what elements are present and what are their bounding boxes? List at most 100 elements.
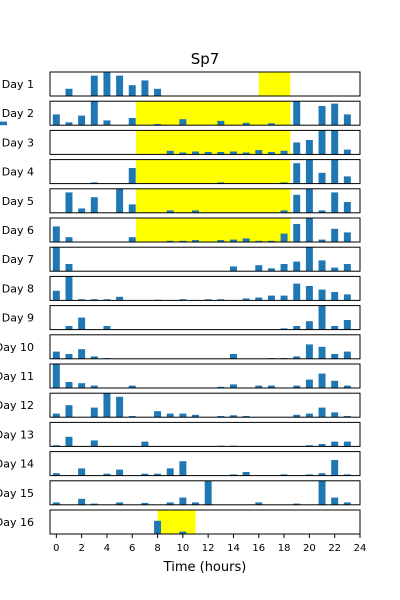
panel-frame (49, 129, 361, 155)
highlight-band (157, 510, 196, 534)
bar (331, 103, 339, 126)
bar (280, 328, 288, 330)
x-tick-label: 14 (227, 543, 240, 554)
bar (154, 411, 162, 418)
bar (179, 497, 187, 505)
x-tick-label: 16 (252, 543, 265, 554)
bar (331, 412, 339, 418)
bar (166, 210, 174, 213)
day-panel-5: Day 5 (2, 188, 361, 214)
bar (52, 445, 60, 447)
bar (179, 413, 187, 418)
bar (103, 299, 111, 301)
bar (154, 473, 162, 476)
chart-title: Sp7 (191, 50, 220, 68)
bar (65, 88, 73, 96)
bar (318, 239, 326, 242)
day-label: Day 12 (0, 399, 34, 412)
bar (343, 202, 351, 213)
bar (343, 474, 351, 476)
day-panel-13: Day 13 (0, 421, 361, 447)
bar (229, 474, 237, 476)
bar (65, 382, 73, 388)
bar (179, 531, 187, 534)
x-tick-label: 22 (328, 543, 341, 554)
panel-frame (49, 246, 361, 272)
bar (78, 468, 86, 476)
bar (331, 497, 339, 505)
x-tick-label: 6 (129, 543, 135, 554)
x-axis-label: Time (hours) (163, 560, 247, 575)
day-label: Day 7 (2, 253, 34, 266)
bar (318, 373, 326, 388)
x-tick-label: 20 (303, 543, 316, 554)
bar (242, 122, 250, 126)
bar (305, 474, 313, 476)
bar (331, 354, 339, 359)
bar (141, 502, 149, 505)
bar (242, 238, 250, 242)
bar (305, 188, 313, 213)
bar (318, 172, 326, 184)
bar (116, 296, 124, 301)
day-panel-14: Day 14 (0, 451, 361, 477)
panel-frame (49, 305, 361, 331)
bar (229, 384, 237, 388)
bar (318, 210, 326, 213)
bar (318, 305, 326, 330)
bar (293, 194, 301, 213)
bar (78, 299, 86, 301)
bar (343, 294, 351, 301)
bar (343, 114, 351, 126)
bar (305, 247, 313, 272)
day-label: Day 15 (0, 487, 34, 500)
bar (128, 204, 136, 213)
bar (78, 383, 86, 388)
day-panel-2: Day 2 (0, 100, 361, 126)
panel-frame (49, 159, 361, 185)
bar (280, 233, 288, 242)
bar (154, 124, 162, 126)
bar (90, 440, 98, 447)
bar (255, 385, 263, 388)
bar (65, 264, 73, 272)
day-panel-1: Day 1 (2, 71, 361, 97)
bar (78, 498, 86, 505)
day-panel-4: Day 4 (2, 159, 361, 185)
day-label: Day 2 (2, 107, 34, 120)
bar (52, 290, 60, 301)
bar (331, 228, 339, 242)
bar (280, 210, 288, 213)
x-tick-label: 2 (78, 543, 84, 554)
bar (78, 349, 86, 359)
bar (280, 182, 288, 184)
panel-frame (49, 363, 361, 389)
bar (267, 152, 275, 155)
panel-frame (49, 480, 361, 506)
panel-frame (49, 334, 361, 360)
bar (267, 240, 275, 242)
day-label: Day 13 (0, 428, 34, 441)
bar (166, 150, 174, 155)
bar (305, 379, 313, 388)
bar (229, 266, 237, 272)
bar (293, 261, 301, 272)
bar (318, 480, 326, 505)
day-label: Day 9 (2, 312, 34, 325)
bar (154, 88, 162, 96)
bar (280, 474, 288, 476)
bar (192, 502, 199, 505)
day-panel-15: Day 15 (0, 480, 361, 506)
bar (331, 460, 339, 476)
highlight-band (136, 188, 291, 213)
bar (116, 396, 124, 418)
day-panel-11: Day 11 (0, 363, 361, 389)
bar (267, 385, 275, 388)
bar (217, 240, 225, 242)
bar (179, 240, 187, 242)
bar (90, 75, 98, 96)
bar (116, 75, 124, 96)
panel-frame (49, 509, 361, 535)
day-label: Day 10 (0, 341, 34, 354)
bar (78, 115, 86, 126)
